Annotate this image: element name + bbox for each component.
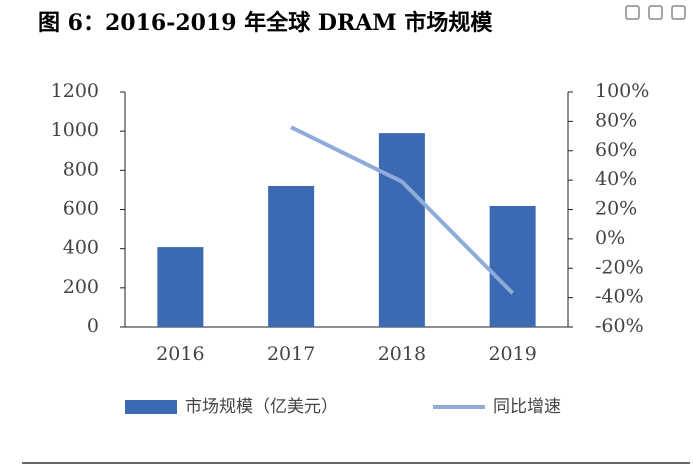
legend-label: 同比增速 — [493, 397, 561, 417]
y2-tick-label: 80% — [595, 109, 637, 131]
x-tick-label: 2016 — [156, 343, 204, 365]
y-tick-label: 1000 — [51, 119, 99, 141]
button[interactable] — [671, 5, 686, 20]
y2-tick-label: 40% — [595, 168, 637, 190]
y2-tick-label: 60% — [595, 139, 637, 161]
bar — [489, 205, 536, 327]
x-tick-label: 2017 — [267, 343, 315, 365]
y2-tick-label: -60% — [595, 315, 644, 337]
x-tick-label: 2019 — [488, 343, 536, 365]
button[interactable] — [625, 5, 640, 20]
legend-label: 市场规模（亿美元） — [185, 397, 338, 417]
bar — [268, 186, 315, 327]
button[interactable] — [648, 5, 663, 20]
y2-tick-label: -40% — [595, 286, 644, 308]
y-tick-label: 600 — [63, 198, 99, 220]
y2-tick-label: 100% — [595, 80, 649, 102]
y-tick-label: 400 — [63, 237, 99, 259]
y-tick-label: 1200 — [51, 80, 99, 102]
chart-title: 图 6：2016-2019 年全球 DRAM 市场规模 — [38, 10, 493, 36]
line — [290, 125, 515, 295]
window-buttons — [625, 5, 686, 20]
legend-swatch — [125, 400, 177, 414]
bar — [378, 133, 425, 327]
y2-tick-label: 0% — [595, 227, 625, 249]
y2-tick-label: -20% — [595, 256, 644, 278]
y-tick-label: 200 — [63, 276, 99, 298]
y-tick-label: 800 — [63, 158, 99, 180]
bar — [157, 247, 204, 327]
y2-tick-label: 20% — [595, 198, 637, 220]
y-tick-label: 0 — [87, 315, 99, 337]
x-tick-label: 2018 — [378, 343, 426, 365]
